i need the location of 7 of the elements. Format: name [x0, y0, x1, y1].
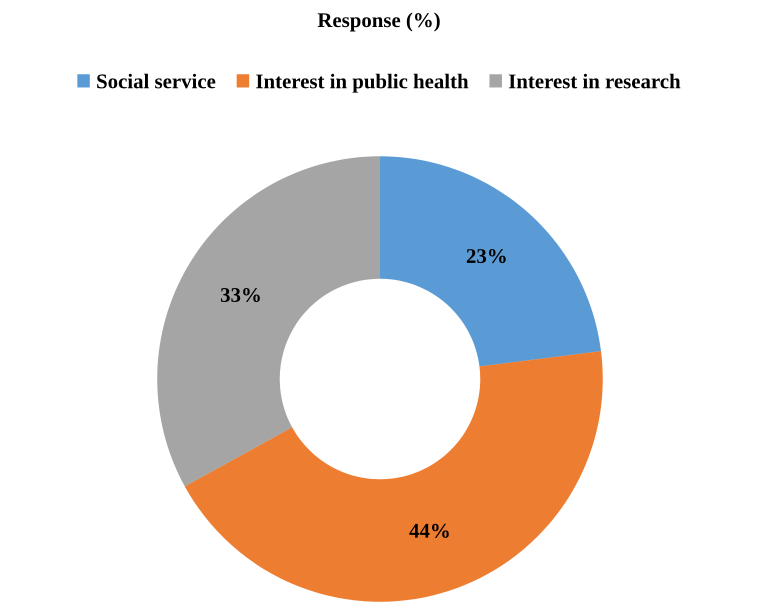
data-label: 23% [466, 249, 506, 264]
data-label: 33% [220, 288, 260, 302]
data-label: 44% [409, 524, 449, 538]
chart-title: Response (%) [318, 12, 440, 32]
legend-label: Interest in public health [256, 74, 468, 93]
legend-label: Social service [97, 74, 216, 88]
legend-label: Interest in research [508, 74, 680, 88]
